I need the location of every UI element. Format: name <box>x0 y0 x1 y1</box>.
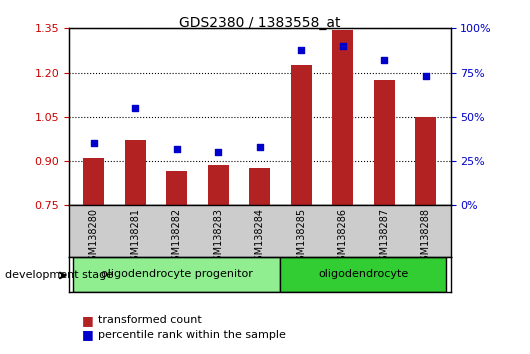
Text: GSM138284: GSM138284 <box>255 208 264 267</box>
Point <box>297 47 305 52</box>
Text: GSM138281: GSM138281 <box>130 208 140 267</box>
Text: ■: ■ <box>82 328 94 341</box>
Text: GSM138280: GSM138280 <box>89 208 99 267</box>
Text: GSM138286: GSM138286 <box>338 208 348 267</box>
Point <box>90 141 98 146</box>
Bar <box>249 169 270 354</box>
Text: GSM138288: GSM138288 <box>421 208 430 267</box>
Text: percentile rank within the sample: percentile rank within the sample <box>98 330 286 339</box>
Bar <box>166 171 187 354</box>
Point <box>380 57 388 63</box>
Text: GSM138282: GSM138282 <box>172 208 182 267</box>
Bar <box>73 257 280 292</box>
Text: oligodendrocyte progenitor: oligodendrocyte progenitor <box>101 269 253 279</box>
Point <box>421 73 430 79</box>
Bar <box>291 65 312 354</box>
Bar <box>83 158 104 354</box>
Point <box>214 149 223 155</box>
Text: GSM138283: GSM138283 <box>213 208 223 267</box>
Text: development stage: development stage <box>5 270 113 280</box>
Text: GSM138285: GSM138285 <box>296 208 306 267</box>
Bar <box>125 141 146 354</box>
Bar <box>280 257 446 292</box>
Point <box>339 43 347 49</box>
Bar <box>374 80 394 354</box>
Text: GSM138287: GSM138287 <box>379 208 389 267</box>
Text: transformed count: transformed count <box>98 315 202 325</box>
Bar <box>208 166 228 354</box>
Text: GDS2380 / 1383558_at: GDS2380 / 1383558_at <box>179 16 340 30</box>
Point <box>255 144 264 150</box>
Bar <box>415 117 436 354</box>
Bar <box>332 30 353 354</box>
Point <box>172 146 181 152</box>
Text: oligodendrocyte: oligodendrocyte <box>319 269 409 279</box>
Point <box>131 105 139 111</box>
Text: ■: ■ <box>82 314 94 327</box>
